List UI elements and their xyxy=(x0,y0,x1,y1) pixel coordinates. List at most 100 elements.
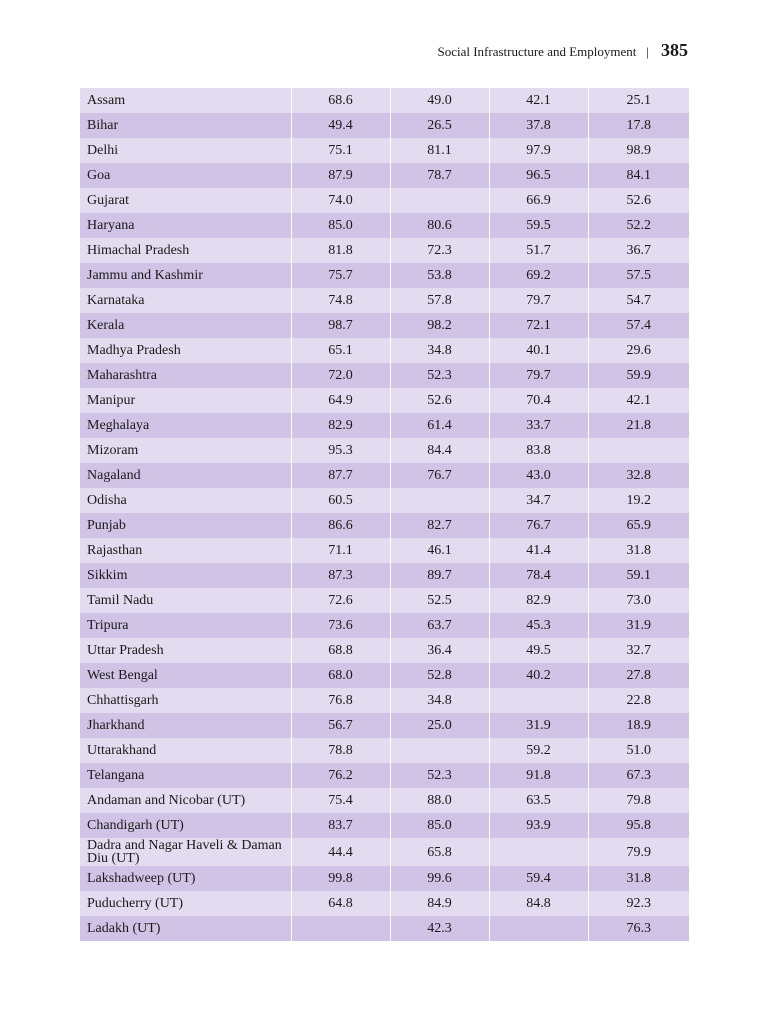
value-cell-col-3: 66.9 xyxy=(489,188,589,213)
value-cell-col-4: 32.7 xyxy=(588,638,689,663)
state-name-cell: Chandigarh (UT) xyxy=(80,813,292,838)
value-cell-col-4: 92.3 xyxy=(588,891,689,916)
value-cell-col-4: 29.6 xyxy=(588,338,689,363)
table-row: Odisha 60.5 34.7 19.2 xyxy=(80,488,689,513)
table-row: Uttar Pradesh 68.8 36.4 49.5 32.7 xyxy=(80,638,689,663)
table-row: Manipur 64.9 52.6 70.4 42.1 xyxy=(80,388,689,413)
value-cell-col-1: 87.7 xyxy=(291,463,391,488)
value-cell-col-3: 51.7 xyxy=(489,238,589,263)
value-cell-col-2: 72.3 xyxy=(390,238,490,263)
value-cell-col-4: 31.9 xyxy=(588,613,689,638)
value-cell-col-2 xyxy=(390,488,490,513)
value-cell-col-2 xyxy=(390,188,490,213)
table-row: Kerala 98.7 98.2 72.1 57.4 xyxy=(80,313,689,338)
value-cell-col-2: 85.0 xyxy=(390,813,490,838)
table-row: Ladakh (UT) 42.3 76.3 xyxy=(80,916,689,941)
value-cell-col-3: 45.3 xyxy=(489,613,589,638)
value-cell-col-3: 70.4 xyxy=(489,388,589,413)
state-name-cell: Goa xyxy=(80,163,292,188)
value-cell-col-2: 36.4 xyxy=(390,638,490,663)
value-cell-col-3: 43.0 xyxy=(489,463,589,488)
state-name-cell: Telangana xyxy=(80,763,292,788)
value-cell-col-4: 19.2 xyxy=(588,488,689,513)
value-cell-col-4: 95.8 xyxy=(588,813,689,838)
state-name-cell: Meghalaya xyxy=(80,413,292,438)
table-row: Mizoram 95.3 84.4 83.8 xyxy=(80,438,689,463)
value-cell-col-2: 34.8 xyxy=(390,688,490,713)
value-cell-col-3: 42.1 xyxy=(489,88,589,113)
value-cell-col-4: 84.1 xyxy=(588,163,689,188)
table-row: Haryana 85.0 80.6 59.5 52.2 xyxy=(80,213,689,238)
value-cell-col-1: 64.9 xyxy=(291,388,391,413)
table-row: Karnataka 74.8 57.8 79.7 54.7 xyxy=(80,288,689,313)
value-cell-col-4: 25.1 xyxy=(588,88,689,113)
table-row: Madhya Pradesh 65.1 34.8 40.1 29.6 xyxy=(80,338,689,363)
value-cell-col-1: 99.8 xyxy=(291,866,391,891)
state-name-cell: Mizoram xyxy=(80,438,292,463)
table-row: Punjab 86.6 82.7 76.7 65.9 xyxy=(80,513,689,538)
value-cell-col-3: 72.1 xyxy=(489,313,589,338)
running-title: Social Infrastructure and Employment xyxy=(437,44,637,59)
value-cell-col-3: 79.7 xyxy=(489,288,589,313)
value-cell-col-2: 52.8 xyxy=(390,663,490,688)
state-name-cell: Odisha xyxy=(80,488,292,513)
value-cell-col-2: 42.3 xyxy=(390,916,490,941)
value-cell-col-4: 18.9 xyxy=(588,713,689,738)
value-cell-col-4: 42.1 xyxy=(588,388,689,413)
value-cell-col-2: 82.7 xyxy=(390,513,490,538)
value-cell-col-1: 72.6 xyxy=(291,588,391,613)
value-cell-col-1: 68.0 xyxy=(291,663,391,688)
value-cell-col-2: 84.9 xyxy=(390,891,490,916)
value-cell-col-1: 60.5 xyxy=(291,488,391,513)
value-cell-col-2: 61.4 xyxy=(390,413,490,438)
value-cell-col-2: 25.0 xyxy=(390,713,490,738)
value-cell-col-1: 73.6 xyxy=(291,613,391,638)
value-cell-col-4: 79.8 xyxy=(588,788,689,813)
value-cell-col-4: 52.2 xyxy=(588,213,689,238)
value-cell-col-4: 73.0 xyxy=(588,588,689,613)
value-cell-col-2: 63.7 xyxy=(390,613,490,638)
state-name-cell: Dadra and Nagar Haveli & Daman Diu (UT) xyxy=(80,838,292,866)
value-cell-col-3: 40.2 xyxy=(489,663,589,688)
state-name-cell: Andaman and Nicobar (UT) xyxy=(80,788,292,813)
value-cell-col-2: 57.8 xyxy=(390,288,490,313)
table-body: Assam 68.6 49.0 42.1 25.1 Bihar 49.4 26.5 37.8 17… xyxy=(80,88,689,941)
value-cell-col-2: 98.2 xyxy=(390,313,490,338)
value-cell-col-3: 79.7 xyxy=(489,363,589,388)
value-cell-col-3: 97.9 xyxy=(489,138,589,163)
table-row: Chhattisgarh 76.8 34.8 22.8 xyxy=(80,688,689,713)
value-cell-col-1: 72.0 xyxy=(291,363,391,388)
value-cell-col-4: 67.3 xyxy=(588,763,689,788)
value-cell-col-1: 68.8 xyxy=(291,638,391,663)
state-name-cell: Madhya Pradesh xyxy=(80,338,292,363)
value-cell-col-1: 78.8 xyxy=(291,738,391,763)
value-cell-col-3: 93.9 xyxy=(489,813,589,838)
value-cell-col-4: 32.8 xyxy=(588,463,689,488)
value-cell-col-2: 88.0 xyxy=(390,788,490,813)
value-cell-col-1: 71.1 xyxy=(291,538,391,563)
state-name-cell: Assam xyxy=(80,88,292,113)
value-cell-col-3: 82.9 xyxy=(489,588,589,613)
value-cell-col-1: 64.8 xyxy=(291,891,391,916)
state-name-cell: Jammu and Kashmir xyxy=(80,263,292,288)
value-cell-col-3: 63.5 xyxy=(489,788,589,813)
value-cell-col-1: 98.7 xyxy=(291,313,391,338)
value-cell-col-1: 87.9 xyxy=(291,163,391,188)
state-name-cell: Maharashtra xyxy=(80,363,292,388)
value-cell-col-4: 21.8 xyxy=(588,413,689,438)
table-row: Meghalaya 82.9 61.4 33.7 21.8 xyxy=(80,413,689,438)
value-cell-col-4: 22.8 xyxy=(588,688,689,713)
value-cell-col-3: 49.5 xyxy=(489,638,589,663)
value-cell-col-4: 65.9 xyxy=(588,513,689,538)
value-cell-col-2: 84.4 xyxy=(390,438,490,463)
state-name-cell: Punjab xyxy=(80,513,292,538)
value-cell-col-1: 75.4 xyxy=(291,788,391,813)
table-row: Andaman and Nicobar (UT) 75.4 88.0 63.5 79.8 xyxy=(80,788,689,813)
value-cell-col-3 xyxy=(489,688,589,713)
value-cell-col-2: 52.6 xyxy=(390,388,490,413)
table-row: Delhi 75.1 81.1 97.9 98.9 xyxy=(80,138,689,163)
value-cell-col-2: 52.5 xyxy=(390,588,490,613)
value-cell-col-1: 87.3 xyxy=(291,563,391,588)
value-cell-col-2: 46.1 xyxy=(390,538,490,563)
state-name-cell: Lakshadweep (UT) xyxy=(80,866,292,891)
